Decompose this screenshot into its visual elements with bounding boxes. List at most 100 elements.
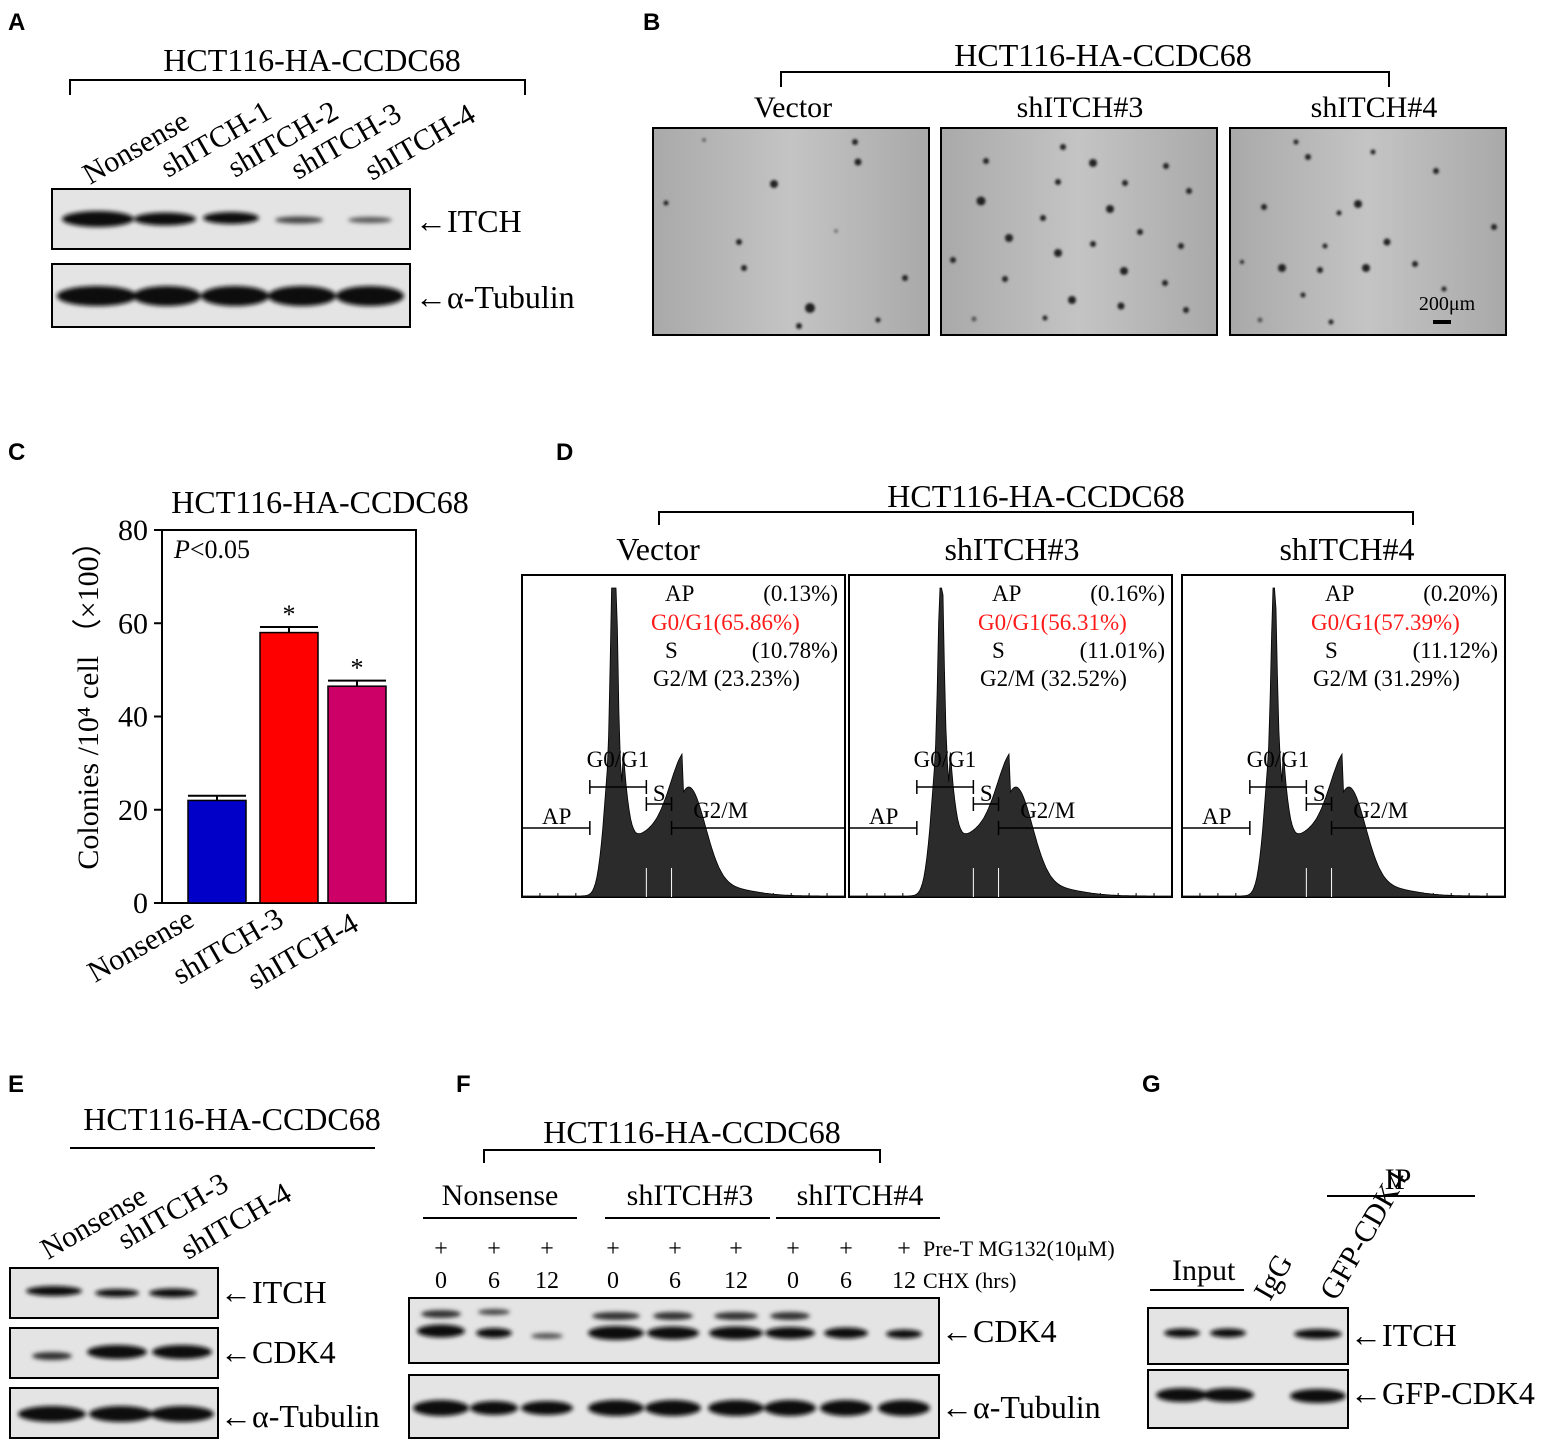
panel-g-itch-label: ←ITCH: [1350, 1317, 1457, 1353]
gate-label-ap: AP: [1202, 804, 1231, 829]
chx-time: 12: [535, 1268, 559, 1294]
gate-label-s: S: [1313, 781, 1326, 806]
blot-band: [417, 1324, 465, 1338]
panel-f-group-shitch4: shITCH#4: [797, 1179, 924, 1212]
pretreat-plus: +: [606, 1236, 620, 1262]
blot-band: [1290, 1389, 1346, 1403]
blot-band: [57, 286, 137, 306]
panel-g-coip: IP Input IgG GFP-CDK4 ←ITCH ←GFP-CDK4: [1147, 1163, 1535, 1429]
histogram-area: [521, 587, 846, 898]
panel-b-colonies-shitch4: [1240, 139, 1497, 325]
significance-star: *: [351, 654, 364, 683]
blot-band: [87, 1345, 147, 1359]
blot-band: [478, 1309, 510, 1315]
stat-s-label: S: [1325, 638, 1338, 663]
blot-band: [26, 1286, 82, 1296]
blot-band: [95, 1289, 139, 1297]
chart-y-ticks: 0 20 40 60 80: [118, 514, 162, 920]
blot-band: [588, 1400, 644, 1416]
panel-b-colonies-shitch3: [950, 144, 1192, 322]
blot-band: [708, 1400, 764, 1416]
blot-band: [592, 1312, 640, 1320]
blot-band: [152, 1345, 212, 1359]
gate-s: [972, 797, 1000, 811]
panel-f-header: HCT116-HA-CCDC68: [543, 1114, 840, 1150]
gate-g2m: [670, 821, 845, 835]
blot-band: [653, 1312, 693, 1320]
gate-g2m: [997, 821, 1172, 835]
y-tick-label: 20: [118, 794, 148, 827]
bar: [187, 799, 247, 904]
panel-a-western-blot: HCT116-HA-CCDC68 Nonsense shITCH-1 shITC…: [51, 42, 575, 328]
panel-d-header: HCT116-HA-CCDC68: [887, 478, 1184, 514]
y-tick-label: 0: [133, 887, 148, 920]
panel-f-chx-label: CHX (hrs): [923, 1268, 1017, 1293]
blot-band: [476, 1328, 512, 1338]
gate-label-ap: AP: [869, 804, 898, 829]
panel-g-gfp-cdk4-label: ←GFP-CDK4: [1350, 1375, 1535, 1411]
blot-band: [134, 212, 196, 226]
panel-g-lane-input: Input: [1172, 1254, 1236, 1287]
gate-g0g1: [1249, 780, 1308, 794]
panel-letter-b: B: [643, 9, 660, 36]
panel-b-header: HCT116-HA-CCDC68: [954, 37, 1251, 73]
chx-time: 0: [607, 1268, 619, 1294]
panel-e-itch-label: ←ITCH: [220, 1274, 327, 1310]
chx-time: 6: [488, 1268, 500, 1294]
blot-band: [150, 1406, 214, 1422]
gate-g0g1: [916, 780, 975, 794]
chart-bars: **: [187, 600, 387, 904]
gate-label-g2m: G2/M: [1020, 798, 1075, 823]
panel-e-western-blot: HCT116-HA-CCDC68 Nonsense shITCH-3 shITC…: [9, 1101, 381, 1439]
stat-s-label: S: [992, 638, 1005, 663]
gate-label-s: S: [653, 781, 666, 806]
panel-b-image-shitch3: [940, 127, 1218, 336]
panel-g-lane-gfp-cdk4: GFP-CDK4: [1313, 1165, 1413, 1306]
panel-f-tubulin-label: ←α-Tubulin: [941, 1389, 1101, 1425]
bar: [327, 685, 387, 904]
panel-g-lane-igg: IgG: [1247, 1249, 1299, 1306]
blot-band: [770, 1312, 810, 1320]
panel-e-cdk4-label: ←CDK4: [220, 1334, 336, 1370]
panel-b-title-vector: Vector: [754, 91, 832, 124]
chx-time: 6: [669, 1268, 681, 1294]
stat-g2m: G2/M (23.23%): [653, 666, 800, 691]
chart-y-axis-label: Colonies /10⁴ cell （×100）: [72, 526, 105, 869]
panel-b-title-shitch4: shITCH#4: [1311, 91, 1438, 124]
chart-annotation-p: P<0.05: [173, 535, 250, 564]
stat-ap-value: (0.16%): [1090, 581, 1165, 606]
stat-g0g1: G0/G1(56.31%): [978, 610, 1127, 635]
blot-band: [470, 1401, 518, 1415]
blot-band: [820, 1400, 872, 1416]
pretreat-plus: +: [540, 1236, 554, 1262]
panel-letter-e: E: [8, 1071, 24, 1098]
gate-g2m: [1330, 821, 1505, 835]
gate-label-g2m: G2/M: [1353, 798, 1408, 823]
gate-s: [645, 797, 673, 811]
histogram-title: shITCH#4: [1279, 531, 1414, 567]
gate-g0g1: [589, 780, 648, 794]
panel-a-header: HCT116-HA-CCDC68: [163, 42, 460, 78]
panel-letter-c: C: [8, 439, 25, 466]
histogram-area: [848, 587, 1173, 898]
panel-letter-a: A: [8, 9, 25, 36]
panel-g-ip-label: IP: [1385, 1163, 1412, 1196]
blot-band: [62, 211, 134, 227]
pretreat-plus: +: [434, 1236, 448, 1262]
gate-s: [1305, 797, 1333, 811]
panel-a-itch-label: ←ITCH: [415, 203, 522, 239]
panel-c-bar-chart: HCT116-HA-CCDC68 Colonies /10⁴ cell （×10…: [72, 484, 469, 996]
stat-ap-label: AP: [992, 581, 1021, 606]
stat-s-label: S: [665, 638, 678, 663]
chx-time: 12: [724, 1268, 748, 1294]
panel-letter-g: G: [1142, 1071, 1161, 1098]
panel-a-lane-labels: Nonsense shITCH-1 shITCH-2 shITCH-3 shIT…: [77, 95, 481, 191]
blot-band: [201, 286, 269, 306]
stat-g0g1: G0/G1(65.86%): [651, 610, 800, 635]
stat-g2m: G2/M (32.52%): [980, 666, 1127, 691]
panel-b-image-vector: [652, 127, 930, 336]
blot-band: [1210, 1328, 1246, 1338]
